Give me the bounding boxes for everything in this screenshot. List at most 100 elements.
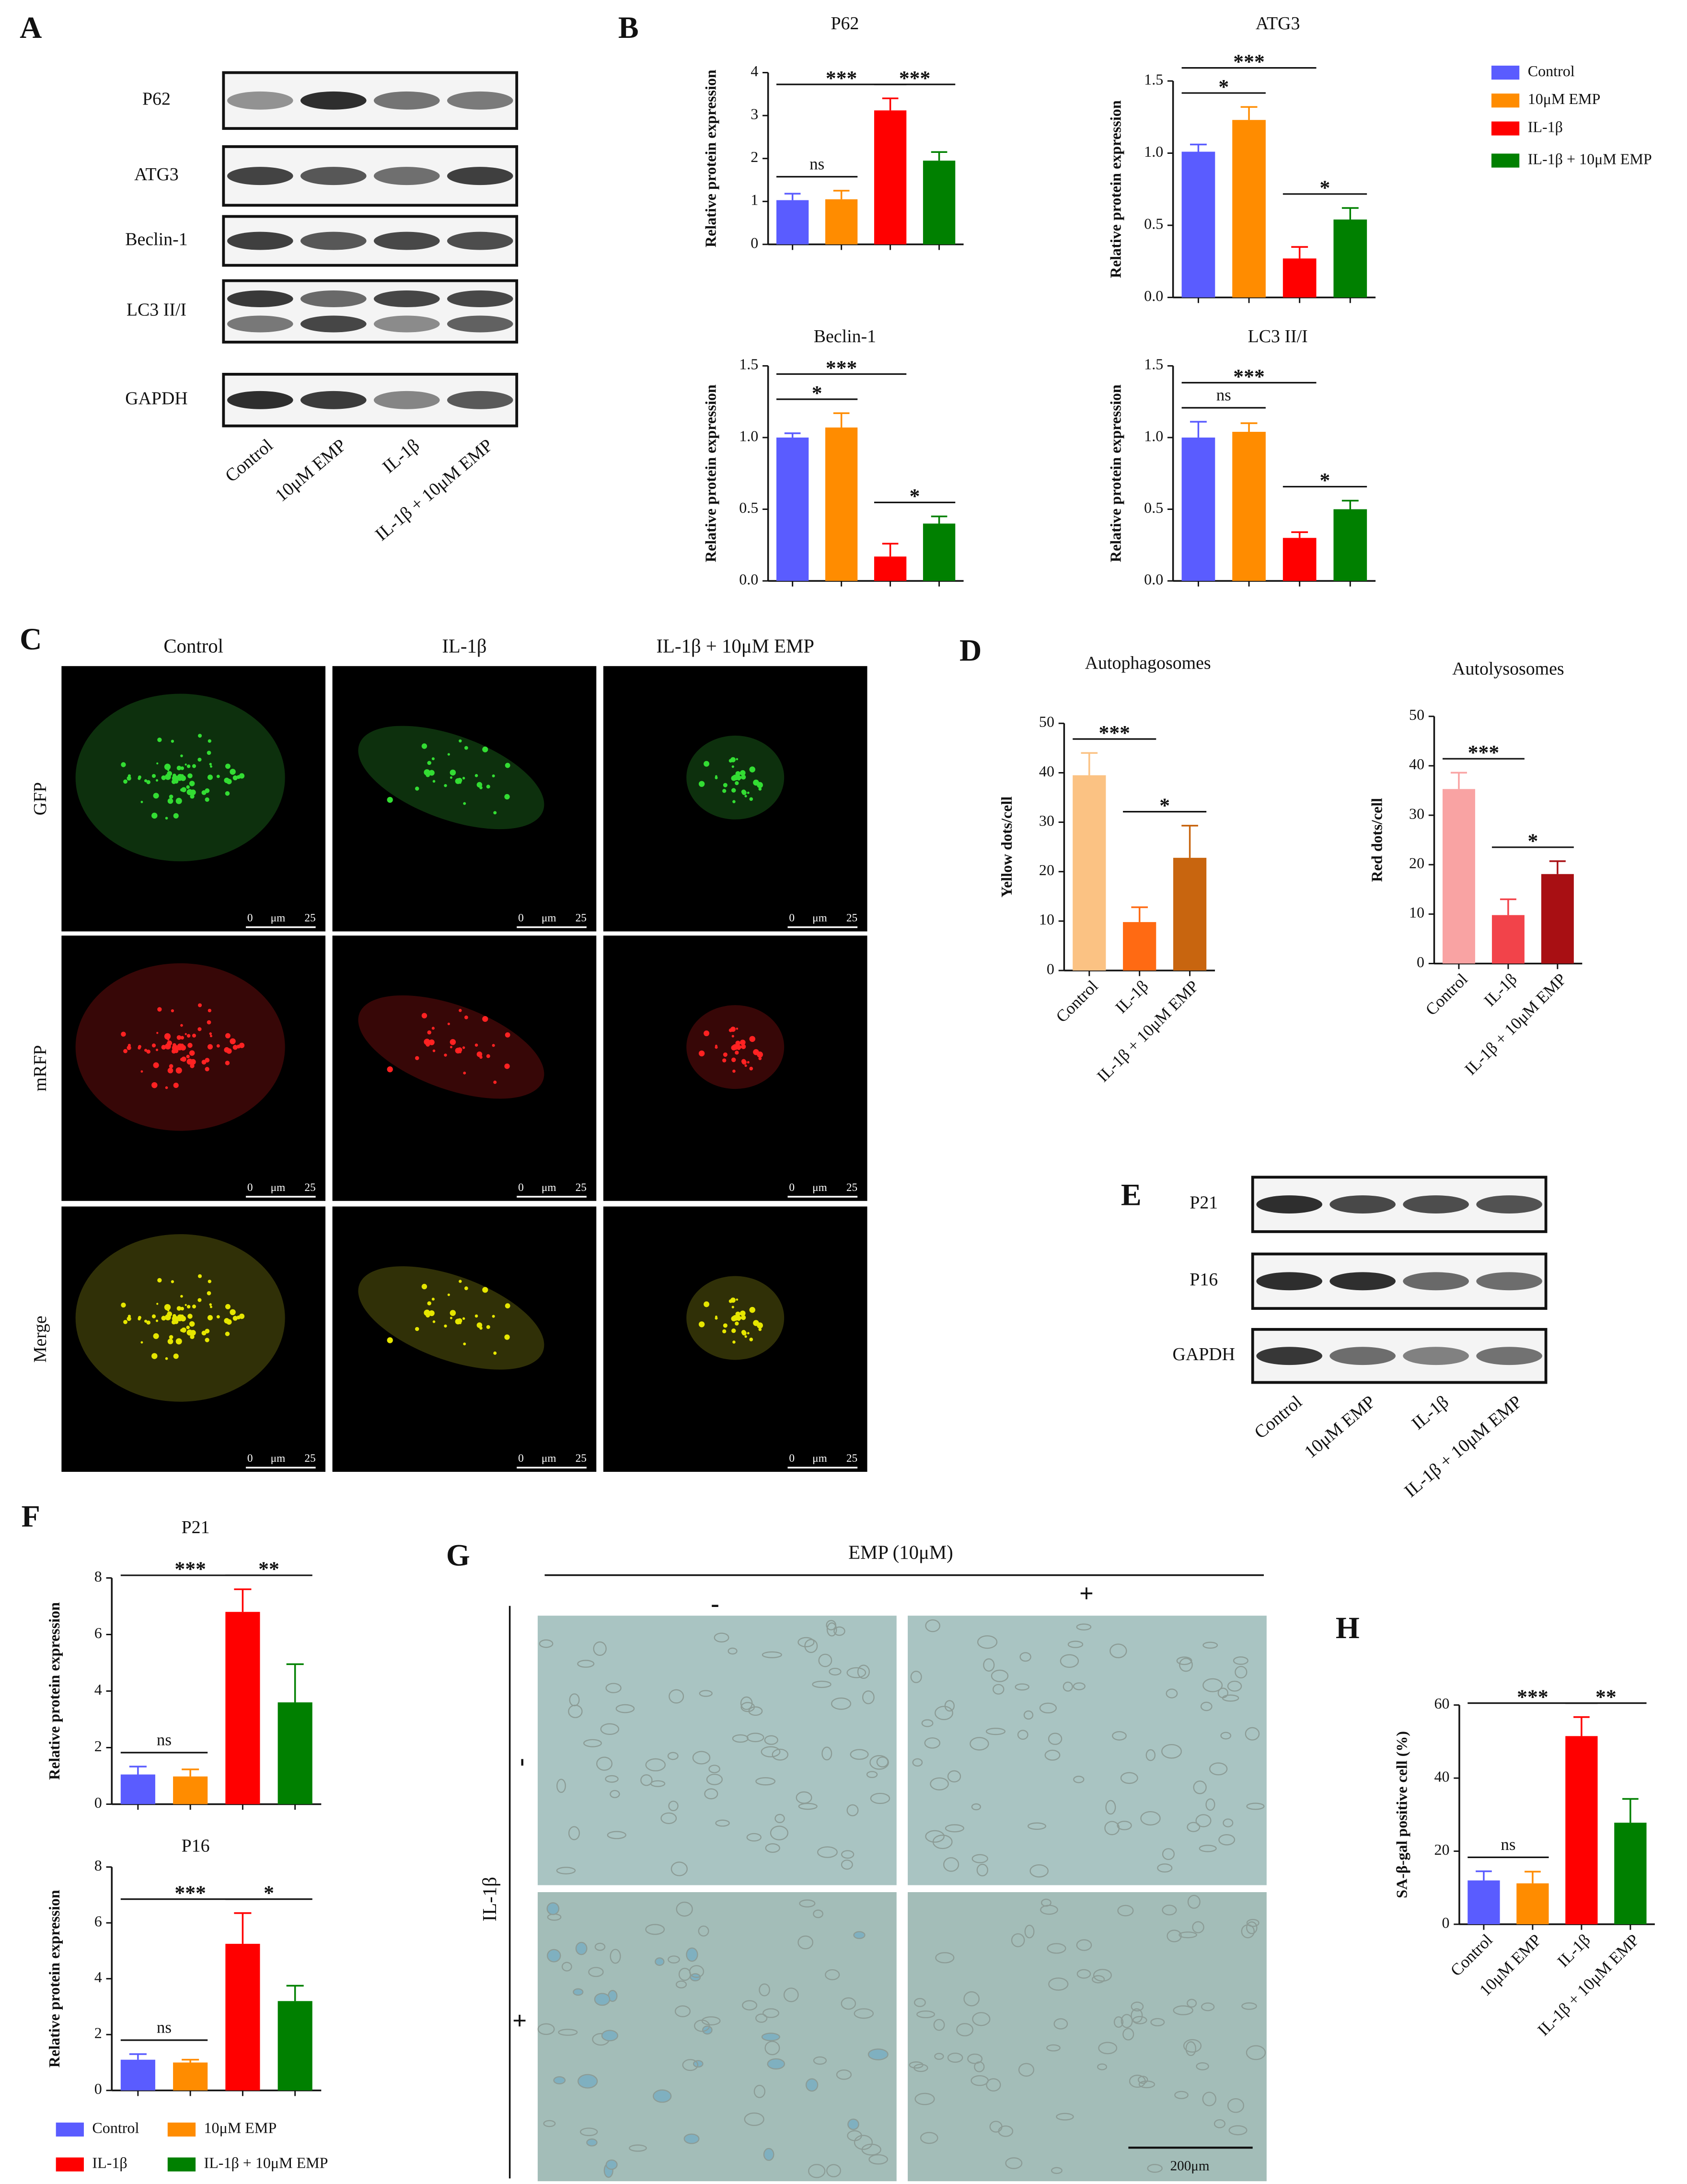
- puncta: [123, 1319, 127, 1324]
- stained-cell: [1104, 1821, 1120, 1836]
- stained-cell: [667, 1752, 679, 1760]
- puncta: [239, 773, 245, 779]
- legend-label: IL-1β + 10μM EMP: [204, 2154, 328, 2172]
- puncta: [187, 1314, 193, 1319]
- stained-cell: [970, 1737, 989, 1751]
- bar: [1283, 538, 1317, 581]
- stained-cell: [772, 1748, 789, 1761]
- stained-cell: [797, 1935, 813, 1950]
- bar: [825, 428, 858, 581]
- stained-cell: [1179, 1931, 1197, 1939]
- legend-label: Control: [92, 2119, 139, 2137]
- y-tick-label: 0: [1442, 1914, 1450, 1931]
- blot-band: [227, 290, 293, 308]
- y-tick-label: 0: [94, 2080, 102, 2097]
- puncta: [731, 1035, 734, 1038]
- stained-cell: [847, 2130, 862, 2141]
- bar: [825, 199, 858, 244]
- blot-band: [373, 290, 440, 308]
- puncta: [740, 1040, 746, 1045]
- scale-label: 0: [247, 912, 253, 924]
- y-tick-label: 30: [1039, 812, 1054, 829]
- bar: [1614, 1823, 1647, 1925]
- significance-label: *: [1218, 75, 1229, 98]
- stained-cell: [836, 2069, 852, 2080]
- puncta: [209, 1306, 212, 1308]
- puncta: [504, 794, 510, 800]
- y-tick-label: 2: [751, 148, 758, 165]
- stained-cell: [1048, 1733, 1063, 1745]
- stained-cell: [1098, 2042, 1118, 2055]
- stained-cell: [1121, 2014, 1133, 2028]
- stained-cell: [553, 2076, 566, 2085]
- puncta: [744, 1064, 747, 1067]
- stained-cell: [682, 2059, 699, 2071]
- puncta: [189, 1050, 195, 1056]
- legend-label: 10μM EMP: [1528, 90, 1601, 107]
- stained-cell: [930, 1777, 949, 1791]
- scale-label: 0: [247, 1181, 253, 1194]
- puncta: [731, 1306, 734, 1308]
- puncta: [176, 1306, 182, 1311]
- stained-cell: [650, 1780, 666, 1787]
- stained-cell: [1044, 1749, 1061, 1761]
- stained-cell: [971, 1854, 988, 1863]
- puncta: [735, 781, 739, 786]
- scale-label: 0: [247, 1452, 253, 1465]
- y-tick-label: 6: [94, 1913, 102, 1930]
- puncta: [186, 1326, 190, 1329]
- blot-band: [1256, 1195, 1323, 1213]
- stained-cell: [1105, 1800, 1116, 1815]
- stained-cell: [744, 2112, 764, 2126]
- puncta: [733, 1315, 740, 1321]
- stained-cell: [1246, 1918, 1259, 1927]
- puncta: [450, 1317, 452, 1319]
- puncta: [209, 1032, 212, 1035]
- puncta: [230, 1309, 236, 1316]
- significance-label: ***: [1233, 365, 1265, 388]
- y-tick-label: 60: [1434, 1695, 1449, 1712]
- stained-cell: [935, 1706, 953, 1721]
- stained-cell: [826, 2164, 841, 2177]
- puncta: [185, 1033, 187, 1035]
- puncta: [462, 776, 465, 780]
- puncta: [698, 1321, 705, 1328]
- puncta: [186, 1054, 190, 1059]
- micrograph: [61, 666, 326, 932]
- row-sign: +: [506, 2013, 534, 2028]
- puncta: [722, 1329, 727, 1334]
- puncta: [698, 1050, 705, 1057]
- puncta: [121, 762, 126, 767]
- scale-label: 0: [789, 1181, 795, 1194]
- puncta: [239, 1313, 245, 1319]
- y-tick-label: 1.0: [1144, 143, 1163, 160]
- puncta: [171, 1009, 174, 1013]
- stained-cell: [763, 2148, 774, 2161]
- puncta: [444, 784, 447, 787]
- stained-cell: [764, 1735, 778, 1745]
- bar: [1516, 1883, 1549, 1925]
- puncta: [232, 775, 238, 781]
- stained-cell: [1120, 1772, 1138, 1784]
- puncta: [735, 1321, 739, 1326]
- puncta: [459, 1009, 462, 1012]
- significance-label: ***: [1233, 50, 1265, 73]
- stained-cell: [732, 1734, 749, 1743]
- stained-cell: [841, 1997, 856, 2010]
- stained-cell: [558, 2029, 578, 2036]
- stained-cell: [1200, 1701, 1213, 1711]
- puncta: [758, 1328, 762, 1331]
- bar: [1232, 120, 1266, 298]
- stained-cell: [593, 1641, 607, 1656]
- puncta: [165, 1357, 168, 1360]
- micrograph: [332, 936, 597, 1201]
- stained-cell: [569, 1693, 580, 1707]
- stained-cell: [746, 1833, 762, 1842]
- puncta: [387, 1337, 393, 1343]
- puncta: [421, 1013, 428, 1018]
- puncta: [189, 781, 195, 786]
- y-tick-label: 1.0: [739, 427, 758, 444]
- blot-label: Beclin-1: [125, 229, 187, 249]
- puncta: [732, 800, 736, 803]
- puncta: [123, 1049, 127, 1053]
